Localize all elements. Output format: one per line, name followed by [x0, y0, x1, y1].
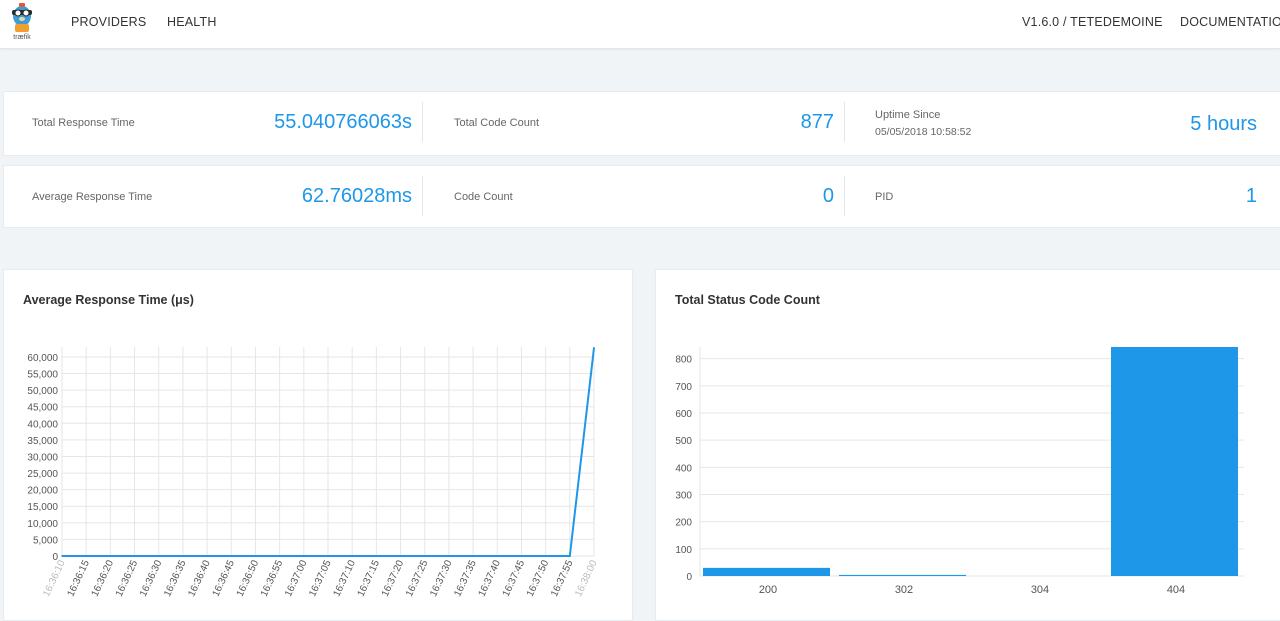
- chart-title: Total Status Code Count: [675, 293, 820, 307]
- code-count-label: Code Count: [454, 191, 513, 203]
- total-code-count-label: Total Code Count: [454, 117, 539, 129]
- divider: [844, 176, 845, 216]
- stats-card-row-2: Average Response Time 62.76028ms Code Co…: [3, 165, 1280, 228]
- logo-text: træfik: [13, 34, 31, 41]
- uptime-since-date: 05/05/2018 10:58:52: [875, 126, 972, 138]
- pid-label: PID: [875, 191, 894, 203]
- total-status-code-count-chart-card: Total Status Code Count: [655, 269, 1280, 621]
- chart-title: Average Response Time (μs): [23, 293, 194, 307]
- total-response-time-label: Total Response Time: [32, 117, 135, 129]
- stats-card-row-1: Total Response Time 55.040766063s Total …: [3, 91, 1280, 156]
- traefik-logo[interactable]: træfik: [8, 3, 36, 43]
- divider: [844, 102, 845, 142]
- nav-version[interactable]: V1.6.0 / TETEDEMOINE: [1022, 15, 1163, 29]
- nav-documentation[interactable]: DOCUMENTATION: [1180, 15, 1280, 29]
- nav-providers[interactable]: PROVIDERS: [71, 15, 147, 29]
- divider: [422, 176, 423, 216]
- code-count-value: 0: [822, 185, 834, 207]
- gopher-logo-icon: [12, 3, 32, 32]
- pid-value: 1: [1245, 185, 1257, 207]
- average-response-time-label: Average Response Time: [32, 191, 153, 203]
- uptime-value: 5 hours: [1190, 113, 1257, 135]
- uptime-label: Uptime Since: [875, 109, 941, 121]
- average-response-time-value: 62.76028ms: [301, 185, 412, 207]
- nav-health[interactable]: HEALTH: [167, 15, 217, 29]
- total-response-time-value: 55.040766063s: [274, 111, 412, 133]
- navbar: træfik PROVIDERS HEALTH V1.6.0 / TETEDEM…: [0, 0, 1280, 49]
- total-code-count-value: 877: [800, 111, 834, 133]
- average-response-time-chart-card: Average Response Time (μs): [3, 269, 633, 621]
- divider: [422, 102, 423, 142]
